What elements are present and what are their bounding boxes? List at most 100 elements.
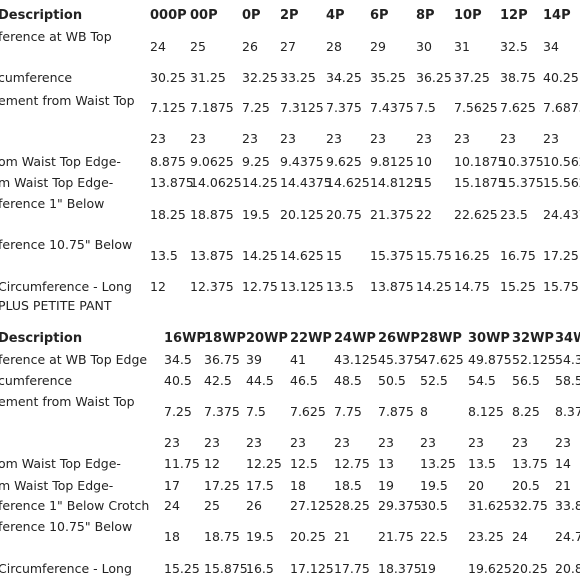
table-cell: 13.75 (512, 456, 548, 471)
table-cell: 30.25 (150, 70, 186, 85)
table-cell: 8.875 (150, 154, 186, 169)
table-cell: 24 (150, 39, 166, 54)
table-cell: 33.25 (280, 70, 316, 85)
table-cell: 44.5 (246, 373, 274, 388)
table-cell: 7.625 (500, 100, 536, 115)
table-cell: 9.8125 (370, 154, 414, 169)
table-cell: 14.625 (280, 248, 324, 263)
table-cell: 27.125 (290, 498, 334, 513)
table-cell: 13.875 (190, 248, 234, 263)
row-label: m Waist Top Edge- (0, 175, 114, 190)
table-cell: 23 (326, 131, 342, 146)
table-cell: 20.125 (280, 207, 324, 222)
row-label: ement from Waist Top (0, 93, 135, 108)
table-cell: 15 (326, 248, 342, 263)
table-cell: 34.5 (164, 352, 192, 367)
table-cell: 18.75 (204, 529, 240, 544)
table-cell: 34.25 (326, 70, 362, 85)
table-cell: 36.75 (204, 352, 240, 367)
column-header-size: 30WP (468, 331, 510, 346)
table-cell: 7.75 (334, 404, 362, 419)
table-cell: 23 (164, 435, 180, 450)
row-label: ference at WB Top Edge (0, 352, 148, 367)
table-cell: 20.25 (290, 529, 326, 544)
table-cell: 28.25 (334, 498, 370, 513)
table-cell: 19.5 (242, 207, 270, 222)
table-cell: 23 (290, 435, 306, 450)
table-cell: 13.5 (150, 248, 178, 263)
row-label: ference 1" Below Crotch (0, 498, 150, 513)
column-header-size: 2P (280, 8, 299, 23)
table-cell: 8.375 (555, 404, 580, 419)
table-cell: 27 (280, 39, 296, 54)
table-cell: 32.25 (242, 70, 278, 85)
table-cell: 18.875 (190, 207, 234, 222)
table-cell: 10 (416, 154, 432, 169)
row-label: cumference (0, 70, 73, 85)
table-cell: 23 (543, 131, 559, 146)
table-cell: 40.25 (543, 70, 579, 85)
table-cell: 42.5 (204, 373, 232, 388)
table-cell: 7.25 (242, 100, 270, 115)
row-label: Circumference - Long (0, 279, 132, 294)
row-label: Circumference - Long (0, 561, 132, 576)
table-cell: 13.5 (326, 279, 354, 294)
table-cell: 12.25 (246, 456, 282, 471)
table-cell: 7.375 (204, 404, 240, 419)
table-cell: 16.25 (454, 248, 490, 263)
table-cell: 41 (290, 352, 306, 367)
table-cell: 43.125 (334, 352, 378, 367)
table-cell: 20.875 (555, 561, 580, 576)
column-header-size: 16WP (164, 331, 206, 346)
column-header-size: 12P (500, 8, 528, 23)
column-header-size: 20WP (246, 331, 288, 346)
table-cell: 17.75 (334, 561, 370, 576)
table-cell: 23 (555, 435, 571, 450)
table-cell: 7.5625 (454, 100, 498, 115)
table-cell: 23 (334, 435, 350, 450)
table-cell: 18.375 (378, 561, 422, 576)
table-cell: 15.1875 (454, 175, 506, 190)
table-cell: 15.75 (416, 248, 452, 263)
table-cell: 14.25 (242, 175, 278, 190)
table-cell: 18.5 (334, 478, 362, 493)
column-header-size: 6P (370, 8, 389, 23)
table-cell: 7.4375 (370, 100, 414, 115)
column-header-size: 22WP (290, 331, 332, 346)
table-cell: 30 (416, 39, 432, 54)
table-cell: 20.25 (512, 561, 548, 576)
table-cell: 32.5 (500, 39, 528, 54)
table-cell: 21.375 (370, 207, 414, 222)
table-cell: 7.875 (378, 404, 414, 419)
table-cell: 19.5 (420, 478, 448, 493)
table-cell: 18 (290, 478, 306, 493)
table-cell: 46.5 (290, 373, 318, 388)
table-cell: 14.8125 (370, 175, 422, 190)
table-cell: 17.5 (246, 478, 274, 493)
table-cell: 24 (164, 498, 180, 513)
table-cell: 22.625 (454, 207, 498, 222)
column-header-size: 28WP (420, 331, 462, 346)
table-cell: 16.5 (246, 561, 274, 576)
table-cell: 47.625 (420, 352, 464, 367)
table-cell: 23 (468, 435, 484, 450)
table-cell: 21 (555, 478, 571, 493)
table-cell: 15.375 (500, 175, 544, 190)
table-cell: 13.875 (370, 279, 414, 294)
table-cell: 15.875 (204, 561, 248, 576)
table-cell: 12.375 (190, 279, 234, 294)
table-cell: 26 (242, 39, 258, 54)
table-cell: 40.5 (164, 373, 192, 388)
table-cell: 7.5 (246, 404, 266, 419)
table-cell: 13.875 (150, 175, 194, 190)
table-cell: 48.5 (334, 373, 362, 388)
table-cell: 54.375 (555, 352, 580, 367)
table-cell: 7.1875 (190, 100, 234, 115)
column-header-size: 14P (543, 8, 571, 23)
table-cell: 20.75 (326, 207, 362, 222)
table-cell: 19 (378, 478, 394, 493)
table-cell: 33.875 (555, 498, 580, 513)
table-cell: 24.75 (555, 529, 580, 544)
table-cell: 23 (378, 435, 394, 450)
table-cell: 8.25 (512, 404, 540, 419)
